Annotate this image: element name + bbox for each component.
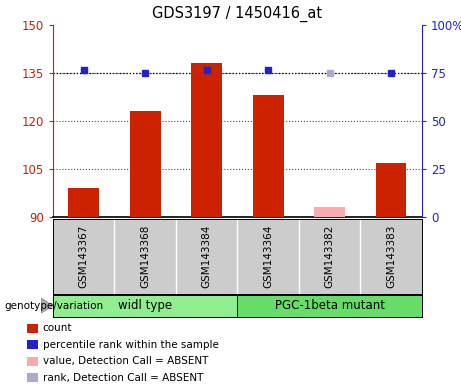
Text: GSM143382: GSM143382 [325,225,335,288]
Text: rank, Detection Call = ABSENT: rank, Detection Call = ABSENT [43,372,203,383]
Bar [191,63,222,217]
Bar [130,111,160,217]
Bar [28,373,38,382]
Title: GDS3197 / 1450416_at: GDS3197 / 1450416_at [152,6,323,22]
Text: percentile rank within the sample: percentile rank within the sample [43,340,219,350]
Text: GSM143364: GSM143364 [263,225,273,288]
Polygon shape [41,298,53,313]
Bar [376,162,407,217]
Text: count: count [43,323,72,333]
Text: value, Detection Call = ABSENT: value, Detection Call = ABSENT [43,356,208,366]
Text: GSM143383: GSM143383 [386,225,396,288]
Bar [28,340,38,349]
Bar [28,357,38,366]
Text: GSM143384: GSM143384 [201,225,212,288]
Bar [253,95,284,217]
Text: PGC-1beta mutant: PGC-1beta mutant [275,299,384,312]
Bar [237,295,422,317]
Text: GSM143367: GSM143367 [79,225,89,288]
Bar [68,188,99,217]
Bar [53,295,237,317]
Bar [314,207,345,217]
Bar [28,324,38,333]
Text: genotype/variation: genotype/variation [5,301,104,311]
Text: widl type: widl type [118,299,172,312]
Text: GSM143368: GSM143368 [140,225,150,288]
